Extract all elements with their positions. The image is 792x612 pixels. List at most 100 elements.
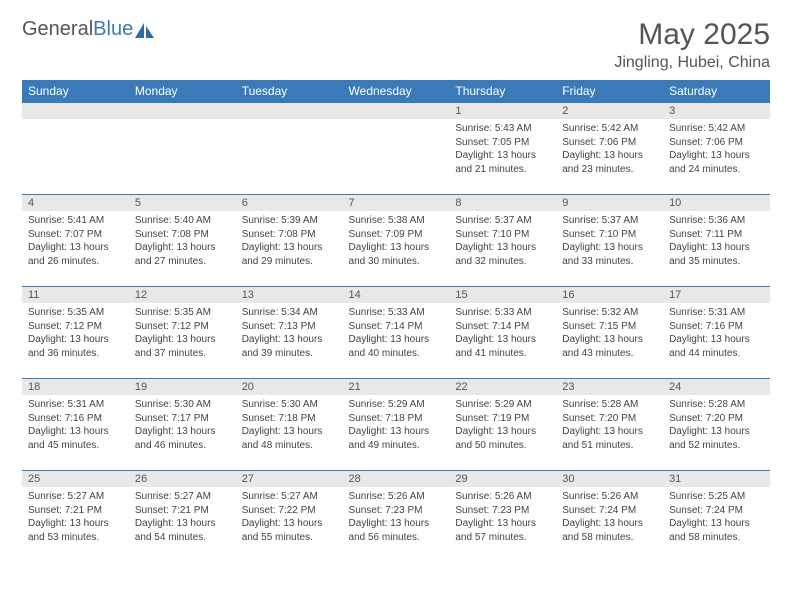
calendar-cell: 31Sunrise: 5:25 AMSunset: 7:24 PMDayligh… [663,470,770,562]
calendar-cell: 14Sunrise: 5:33 AMSunset: 7:14 PMDayligh… [343,286,450,378]
day-number: 13 [236,286,343,303]
day-number: 4 [22,194,129,211]
day-sunset: Sunset: 7:10 PM [562,228,657,242]
day-number [22,102,129,119]
calendar-cell: 12Sunrise: 5:35 AMSunset: 7:12 PMDayligh… [129,286,236,378]
day-number: 3 [663,102,770,119]
day-number: 27 [236,470,343,487]
calendar-cell: 6Sunrise: 5:39 AMSunset: 7:08 PMDaylight… [236,194,343,286]
day-header: Wednesday [343,80,450,102]
day-sunrise: Sunrise: 5:29 AM [455,398,550,412]
day-daylight: Daylight: 13 hours and 58 minutes. [562,517,657,544]
day-sunrise: Sunrise: 5:27 AM [242,490,337,504]
brand-sail-icon [135,22,155,38]
day-daylight: Daylight: 13 hours and 57 minutes. [455,517,550,544]
calendar-cell: 24Sunrise: 5:28 AMSunset: 7:20 PMDayligh… [663,378,770,470]
day-details: Sunrise: 5:27 AMSunset: 7:21 PMDaylight:… [22,487,129,547]
brand-name: GeneralBlue [22,18,133,41]
day-sunrise: Sunrise: 5:30 AM [242,398,337,412]
calendar-cell: 2Sunrise: 5:42 AMSunset: 7:06 PMDaylight… [556,102,663,194]
calendar-body: 1Sunrise: 5:43 AMSunset: 7:05 PMDaylight… [22,102,770,562]
day-sunrise: Sunrise: 5:31 AM [669,306,764,320]
day-details: Sunrise: 5:39 AMSunset: 7:08 PMDaylight:… [236,211,343,271]
day-sunset: Sunset: 7:21 PM [135,504,230,518]
day-details [236,119,343,125]
day-sunset: Sunset: 7:14 PM [349,320,444,334]
day-sunrise: Sunrise: 5:32 AM [562,306,657,320]
calendar-table: Sunday Monday Tuesday Wednesday Thursday… [22,80,770,562]
calendar-cell [22,102,129,194]
day-number: 6 [236,194,343,211]
title-block: May 2025 Jingling, Hubei, China [614,18,770,72]
day-number: 19 [129,378,236,395]
day-daylight: Daylight: 13 hours and 36 minutes. [28,333,123,360]
day-number: 16 [556,286,663,303]
day-daylight: Daylight: 13 hours and 58 minutes. [669,517,764,544]
day-daylight: Daylight: 13 hours and 26 minutes. [28,241,123,268]
day-number: 10 [663,194,770,211]
day-daylight: Daylight: 13 hours and 56 minutes. [349,517,444,544]
day-details: Sunrise: 5:26 AMSunset: 7:23 PMDaylight:… [449,487,556,547]
day-details: Sunrise: 5:28 AMSunset: 7:20 PMDaylight:… [556,395,663,455]
day-sunset: Sunset: 7:24 PM [669,504,764,518]
calendar-cell: 16Sunrise: 5:32 AMSunset: 7:15 PMDayligh… [556,286,663,378]
day-sunrise: Sunrise: 5:42 AM [669,122,764,136]
brand-logo: GeneralBlue [22,18,155,41]
day-sunset: Sunset: 7:23 PM [455,504,550,518]
day-sunrise: Sunrise: 5:35 AM [28,306,123,320]
day-details: Sunrise: 5:43 AMSunset: 7:05 PMDaylight:… [449,119,556,179]
day-sunset: Sunset: 7:10 PM [455,228,550,242]
day-details: Sunrise: 5:26 AMSunset: 7:23 PMDaylight:… [343,487,450,547]
day-sunrise: Sunrise: 5:41 AM [28,214,123,228]
day-sunrise: Sunrise: 5:31 AM [28,398,123,412]
day-sunset: Sunset: 7:21 PM [28,504,123,518]
calendar-cell: 10Sunrise: 5:36 AMSunset: 7:11 PMDayligh… [663,194,770,286]
day-sunset: Sunset: 7:23 PM [349,504,444,518]
calendar-cell: 1Sunrise: 5:43 AMSunset: 7:05 PMDaylight… [449,102,556,194]
calendar-cell: 5Sunrise: 5:40 AMSunset: 7:08 PMDaylight… [129,194,236,286]
day-number: 28 [343,470,450,487]
day-details: Sunrise: 5:29 AMSunset: 7:19 PMDaylight:… [449,395,556,455]
day-number [236,102,343,119]
day-sunset: Sunset: 7:20 PM [669,412,764,426]
day-sunset: Sunset: 7:24 PM [562,504,657,518]
day-number: 20 [236,378,343,395]
day-sunrise: Sunrise: 5:30 AM [135,398,230,412]
day-details: Sunrise: 5:32 AMSunset: 7:15 PMDaylight:… [556,303,663,363]
calendar-cell: 9Sunrise: 5:37 AMSunset: 7:10 PMDaylight… [556,194,663,286]
day-daylight: Daylight: 13 hours and 54 minutes. [135,517,230,544]
day-sunrise: Sunrise: 5:43 AM [455,122,550,136]
day-sunset: Sunset: 7:22 PM [242,504,337,518]
day-details [129,119,236,125]
day-sunset: Sunset: 7:18 PM [349,412,444,426]
day-sunrise: Sunrise: 5:33 AM [455,306,550,320]
day-details: Sunrise: 5:30 AMSunset: 7:17 PMDaylight:… [129,395,236,455]
day-number: 8 [449,194,556,211]
day-sunset: Sunset: 7:20 PM [562,412,657,426]
day-number [343,102,450,119]
calendar-cell: 4Sunrise: 5:41 AMSunset: 7:07 PMDaylight… [22,194,129,286]
day-daylight: Daylight: 13 hours and 55 minutes. [242,517,337,544]
calendar-cell: 22Sunrise: 5:29 AMSunset: 7:19 PMDayligh… [449,378,556,470]
day-sunset: Sunset: 7:05 PM [455,136,550,150]
day-sunrise: Sunrise: 5:28 AM [562,398,657,412]
calendar-cell: 26Sunrise: 5:27 AMSunset: 7:21 PMDayligh… [129,470,236,562]
day-sunrise: Sunrise: 5:33 AM [349,306,444,320]
day-sunrise: Sunrise: 5:26 AM [455,490,550,504]
day-number: 25 [22,470,129,487]
calendar-week-row: 25Sunrise: 5:27 AMSunset: 7:21 PMDayligh… [22,470,770,562]
calendar-cell [343,102,450,194]
day-number: 17 [663,286,770,303]
brand-name-gray: General [22,18,93,40]
day-details: Sunrise: 5:33 AMSunset: 7:14 PMDaylight:… [449,303,556,363]
calendar-cell: 19Sunrise: 5:30 AMSunset: 7:17 PMDayligh… [129,378,236,470]
day-details [22,119,129,125]
day-details: Sunrise: 5:35 AMSunset: 7:12 PMDaylight:… [22,303,129,363]
day-daylight: Daylight: 13 hours and 33 minutes. [562,241,657,268]
day-daylight: Daylight: 13 hours and 37 minutes. [135,333,230,360]
day-details: Sunrise: 5:28 AMSunset: 7:20 PMDaylight:… [663,395,770,455]
day-details: Sunrise: 5:40 AMSunset: 7:08 PMDaylight:… [129,211,236,271]
location-text: Jingling, Hubei, China [614,54,770,72]
day-details: Sunrise: 5:27 AMSunset: 7:22 PMDaylight:… [236,487,343,547]
day-sunrise: Sunrise: 5:40 AM [135,214,230,228]
